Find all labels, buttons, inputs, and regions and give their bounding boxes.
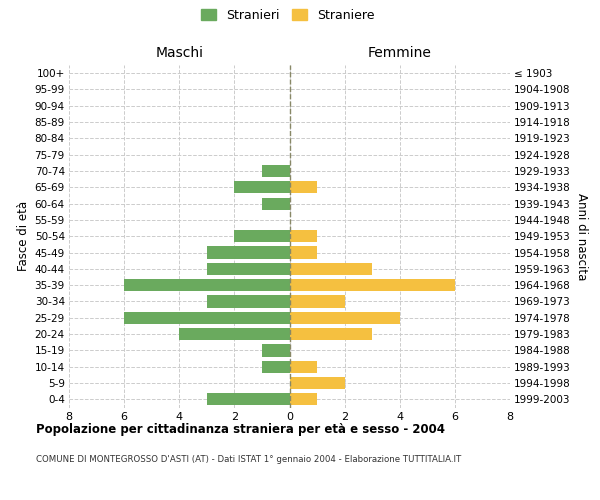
Text: Femmine: Femmine xyxy=(368,46,431,60)
Bar xyxy=(235,181,290,194)
Bar xyxy=(290,393,317,406)
Bar xyxy=(290,328,372,340)
Bar xyxy=(290,246,317,258)
Bar xyxy=(290,279,455,291)
Y-axis label: Anni di nascita: Anni di nascita xyxy=(575,192,588,280)
Bar xyxy=(290,181,317,194)
Bar xyxy=(207,296,290,308)
Bar xyxy=(262,198,290,209)
Bar xyxy=(207,393,290,406)
Y-axis label: Fasce di età: Fasce di età xyxy=(17,201,31,272)
Text: Maschi: Maschi xyxy=(155,46,203,60)
Bar xyxy=(207,246,290,258)
Bar xyxy=(290,296,344,308)
Bar xyxy=(290,230,317,242)
Bar xyxy=(207,263,290,275)
Bar xyxy=(290,263,372,275)
Bar xyxy=(262,360,290,373)
Bar xyxy=(290,360,317,373)
Bar xyxy=(262,344,290,356)
Text: Popolazione per cittadinanza straniera per età e sesso - 2004: Popolazione per cittadinanza straniera p… xyxy=(36,422,445,436)
Text: COMUNE DI MONTEGROSSO D'ASTI (AT) - Dati ISTAT 1° gennaio 2004 - Elaborazione TU: COMUNE DI MONTEGROSSO D'ASTI (AT) - Dati… xyxy=(36,455,461,464)
Bar xyxy=(290,377,344,389)
Bar xyxy=(290,312,400,324)
Bar xyxy=(124,279,290,291)
Legend: Stranieri, Straniere: Stranieri, Straniere xyxy=(196,4,380,27)
Bar xyxy=(235,230,290,242)
Bar xyxy=(124,312,290,324)
Bar xyxy=(179,328,290,340)
Bar xyxy=(262,165,290,177)
